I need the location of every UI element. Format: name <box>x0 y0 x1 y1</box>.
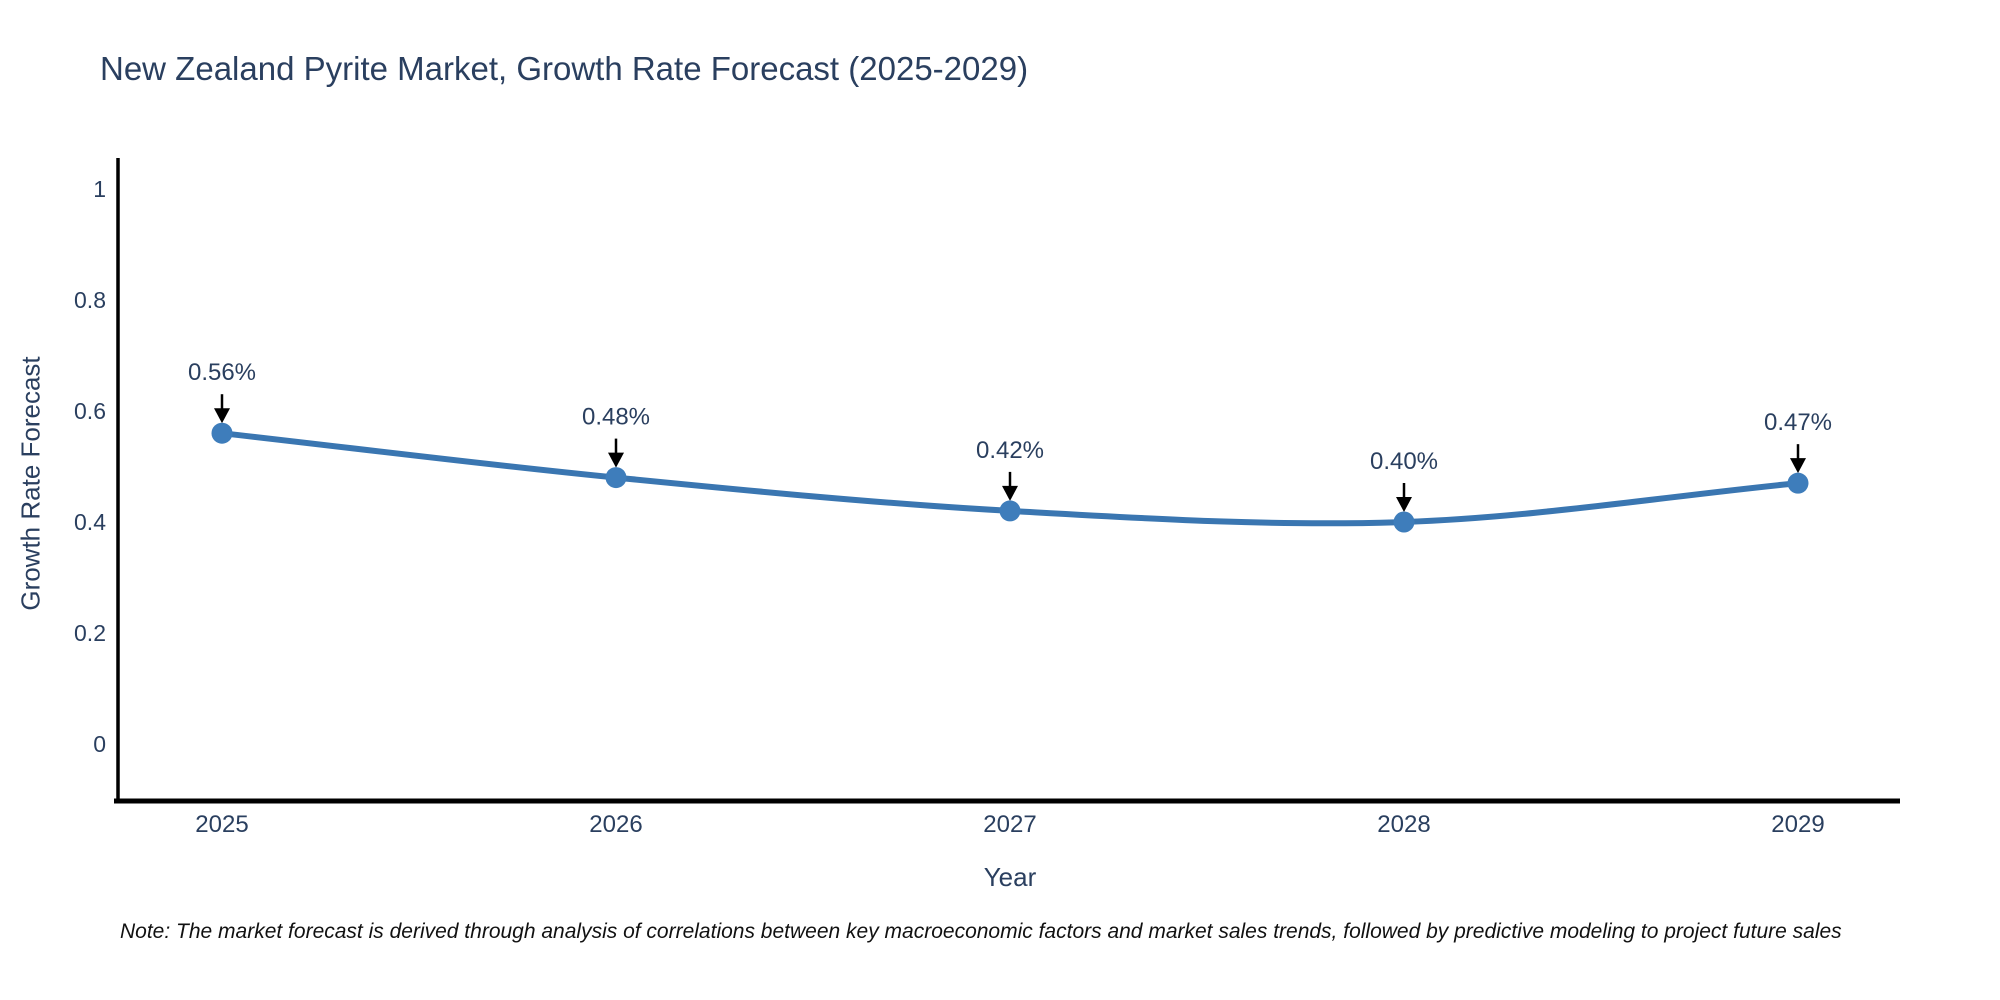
data-point-2026[interactable] <box>605 467 627 489</box>
annotation-arrowhead-icon <box>608 452 624 468</box>
y-tick-label: 0.8 <box>74 287 106 313</box>
data-point-2027[interactable] <box>999 500 1021 522</box>
data-point-label: 0.40% <box>1370 448 1438 475</box>
data-point-label: 0.56% <box>188 359 256 386</box>
footnote: Note: The market forecast is derived thr… <box>120 920 1842 943</box>
y-tick-label: 1 <box>93 176 106 202</box>
x-tick-label: 2029 <box>1771 811 1824 838</box>
annotation-arrowhead-icon <box>1790 458 1806 474</box>
x-tick-label: 2027 <box>983 811 1036 838</box>
x-tick-label: 2025 <box>195 811 248 838</box>
y-tick-label: 0.2 <box>74 620 106 646</box>
data-point-label: 0.47% <box>1764 409 1832 436</box>
chart-title: New Zealand Pyrite Market, Growth Rate F… <box>100 50 1029 87</box>
data-point-2025[interactable] <box>211 422 233 444</box>
data-point-label: 0.42% <box>976 437 1044 464</box>
y-tick-label: 0.4 <box>74 509 106 535</box>
x-tick-label: 2026 <box>589 811 642 838</box>
x-axis-title: Year <box>983 862 1037 892</box>
data-point-label: 0.48% <box>582 404 650 431</box>
y-tick-label: 0.6 <box>74 398 106 424</box>
annotation-arrowhead-icon <box>1396 497 1412 512</box>
annotation-arrowhead-icon <box>1002 485 1018 501</box>
y-tick-label: 0 <box>93 731 106 757</box>
data-point-2029[interactable] <box>1787 472 1809 494</box>
annotation-arrowhead-icon <box>214 408 230 424</box>
data-point-2028[interactable] <box>1393 511 1415 533</box>
x-tick-label: 2028 <box>1377 811 1430 838</box>
